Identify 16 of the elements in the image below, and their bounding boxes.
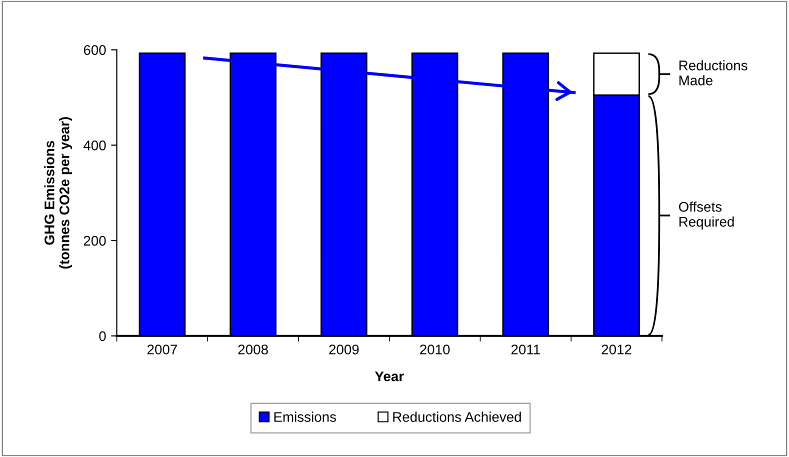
- x-tick-label: 2009: [329, 344, 359, 354]
- x-tick-label: 2007: [147, 344, 177, 354]
- x-tick-label: 2011: [511, 344, 540, 354]
- text: Offsets Required: [678, 202, 734, 230]
- legend-label: Reductions Achieved: [393, 412, 521, 422]
- text: Reductions Made: [679, 60, 748, 86]
- legend-label: Emissions: [274, 412, 336, 422]
- x-tick-label: 2012: [602, 344, 632, 354]
- x-tick-label: 2008: [238, 344, 268, 354]
- y-tick-label: 0: [99, 331, 106, 342]
- y-tick-label: 200: [84, 236, 106, 246]
- y-tick-label: 400: [84, 140, 106, 150]
- x-tick-label: 2010: [420, 344, 450, 354]
- x-axis-title: Year: [374, 372, 404, 382]
- y-tick-label: 600: [84, 45, 106, 55]
- y-axis-title: GHG Emissions (tonnes CO2e per year): [44, 117, 72, 269]
